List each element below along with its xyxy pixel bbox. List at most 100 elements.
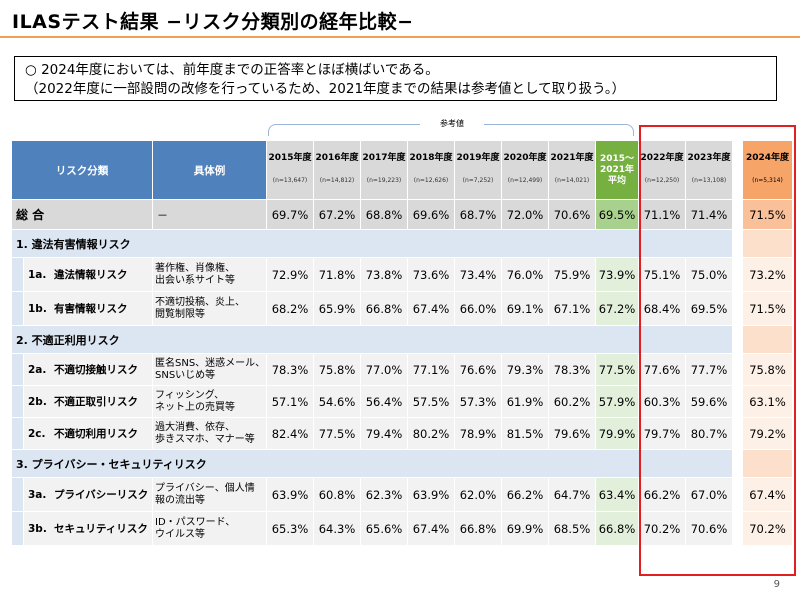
table-row: 1b. 有害情報リスク 不適切投稿、炎上、 閲覧制限等 68.2% 65.9% 66… [12,292,793,326]
summary-box: ○ 2024年度においては、前年度までの正答率とほぼ横ばいである。 （2022年… [14,56,777,101]
table-cell: 77.1% [408,354,455,386]
risk-example: ID・パスワード、 ウイルス等 [153,512,267,546]
category-row: 1. 違法有害情報リスク [12,230,793,258]
table-cell: 77.7% [686,354,733,386]
table-cell: 79.3% [502,354,549,386]
table-cell: 64.3% [314,512,361,546]
table-cell: 65.3% [267,512,314,546]
table-cell-latest: 70.2% [743,512,793,546]
risk-example: 過大消費、依存、 歩きスマホ、マナー等 [153,418,267,450]
header-average: 2015～ 2021年 平均 [596,141,639,200]
table-cell: 59.6% [686,386,733,418]
table-cell: 77.6% [639,354,686,386]
header-category: リスク分類 [12,141,153,200]
header-year-2021: 2021年度 (n=14,021) [549,141,596,200]
header-year-2020: 2020年度 (n=12,499) [502,141,549,200]
risk-name: 2a. 不適切接触リスク [24,354,153,386]
table-cell: 63.9% [408,478,455,512]
table-cell-average: 57.9% [596,386,639,418]
risk-example: 不適切投稿、炎上、 閲覧制限等 [153,292,267,326]
table-cell-average: 77.5% [596,354,639,386]
table-cell: 77.5% [314,418,361,450]
table-cell: 65.6% [361,512,408,546]
table-cell-average: 63.4% [596,478,639,512]
table-cell: 68.5% [549,512,596,546]
table-cell: 78.9% [455,418,502,450]
page-title: ILASテスト結果 −リスク分類別の経年比較− [12,11,414,33]
header-year-2016: 2016年度 (n=14,812) [314,141,361,200]
header-year-2015: 2015年度 (n=13,647) [267,141,314,200]
table-cell: 81.5% [502,418,549,450]
risk-example: フィッシング、 ネット上の売買等 [153,386,267,418]
table-cell: 56.4% [361,386,408,418]
table-row: 2a. 不適切接触リスク 匿名SNS、迷惑メール、 SNSいじめ等 78.3% 75… [12,354,793,386]
category-row: 2. 不適正利用リスク [12,326,793,354]
table-cell: 67.2% [314,200,361,230]
table-cell: 70.6% [549,200,596,230]
header-year-2024: 2024年度 (n=5,314) [743,141,793,200]
table-cell-latest: 71.5% [743,292,793,326]
header-year-2023: 2023年度 (n=13,108) [686,141,733,200]
table-cell: 54.6% [314,386,361,418]
table-cell: 79.4% [361,418,408,450]
table-cell: 67.1% [549,292,596,326]
table-cell: 68.7% [455,200,502,230]
table-row: 2b. 不適正取引リスク フィッシング、 ネット上の売買等 57.1% 54.6% … [12,386,793,418]
table-cell: 60.8% [314,478,361,512]
table-cell: 66.0% [455,292,502,326]
title-divider [0,36,800,38]
risk-example: 匿名SNS、迷惑メール、 SNSいじめ等 [153,354,267,386]
table-cell: 66.8% [361,292,408,326]
table-cell: 68.2% [267,292,314,326]
summary-line-2: （2022年度に一部設問の改修を行っているため、2021年度までの結果は参考値と… [25,81,626,97]
risk-name: 3b. セキュリティリスク [24,512,153,546]
table-row: 3b. セキュリティリスク ID・パスワード、 ウイルス等 65.3% 64.3% … [12,512,793,546]
table-cell: 69.6% [408,200,455,230]
table-cell: 57.5% [408,386,455,418]
table-cell: 63.9% [267,478,314,512]
table-cell: 60.2% [549,386,596,418]
table-cell: 80.7% [686,418,733,450]
table-row: 3a. プライバシーリスク プライバシー、個人情 報の流出等 63.9% 60.8%… [12,478,793,512]
table-cell-latest: 67.4% [743,478,793,512]
table-cell: 70.2% [639,512,686,546]
risk-name: 1b. 有害情報リスク [24,292,153,326]
category-label: 2. 不適正利用リスク [12,326,733,354]
table-cell: 69.7% [267,200,314,230]
table-cell: 72.9% [267,258,314,292]
table-cell: 75.0% [686,258,733,292]
category-label: 3. プライバシー・セキュリティリスク [12,450,733,478]
risk-name: 1a. 違法情報リスク [24,258,153,292]
table-cell: 66.8% [455,512,502,546]
table-cell: 79.6% [549,418,596,450]
category-row: 3. プライバシー・セキュリティリスク [12,450,793,478]
table-cell: 68.8% [361,200,408,230]
table-cell: 62.3% [361,478,408,512]
table-cell-average: 79.9% [596,418,639,450]
table-cell: 76.0% [502,258,549,292]
table-cell: 69.5% [686,292,733,326]
page-number: 9 [773,579,780,590]
table-cell: 69.1% [502,292,549,326]
table-cell: 62.0% [455,478,502,512]
header-year-2017: 2017年度 (n=19,223) [361,141,408,200]
header-year-2019: 2019年度 (n=7,252) [455,141,502,200]
table-cell: 65.9% [314,292,361,326]
table-cell: 68.4% [639,292,686,326]
table-cell: 77.0% [361,354,408,386]
table-cell: 78.3% [549,354,596,386]
header-year-2018: 2018年度 (n=12,626) [408,141,455,200]
risk-name: 3a. プライバシーリスク [24,478,153,512]
total-row: 総 合 － 69.7% 67.2% 68.8% 69.6% 68.7% 72.0… [12,200,793,230]
table-cell: 57.3% [455,386,502,418]
total-label: 総 合 [12,200,153,230]
table-cell: 82.4% [267,418,314,450]
risk-name: 2c. 不適切利用リスク [24,418,153,450]
risk-name: 2b. 不適正取引リスク [24,386,153,418]
table-cell: 66.2% [502,478,549,512]
total-example: － [153,200,267,230]
column-gap [733,141,743,200]
results-table: リスク分類 具体例 2015年度 (n=13,647) 2016年度 (n=14,8… [12,141,793,546]
table-cell-average: 66.8% [596,512,639,546]
table-cell: 78.3% [267,354,314,386]
